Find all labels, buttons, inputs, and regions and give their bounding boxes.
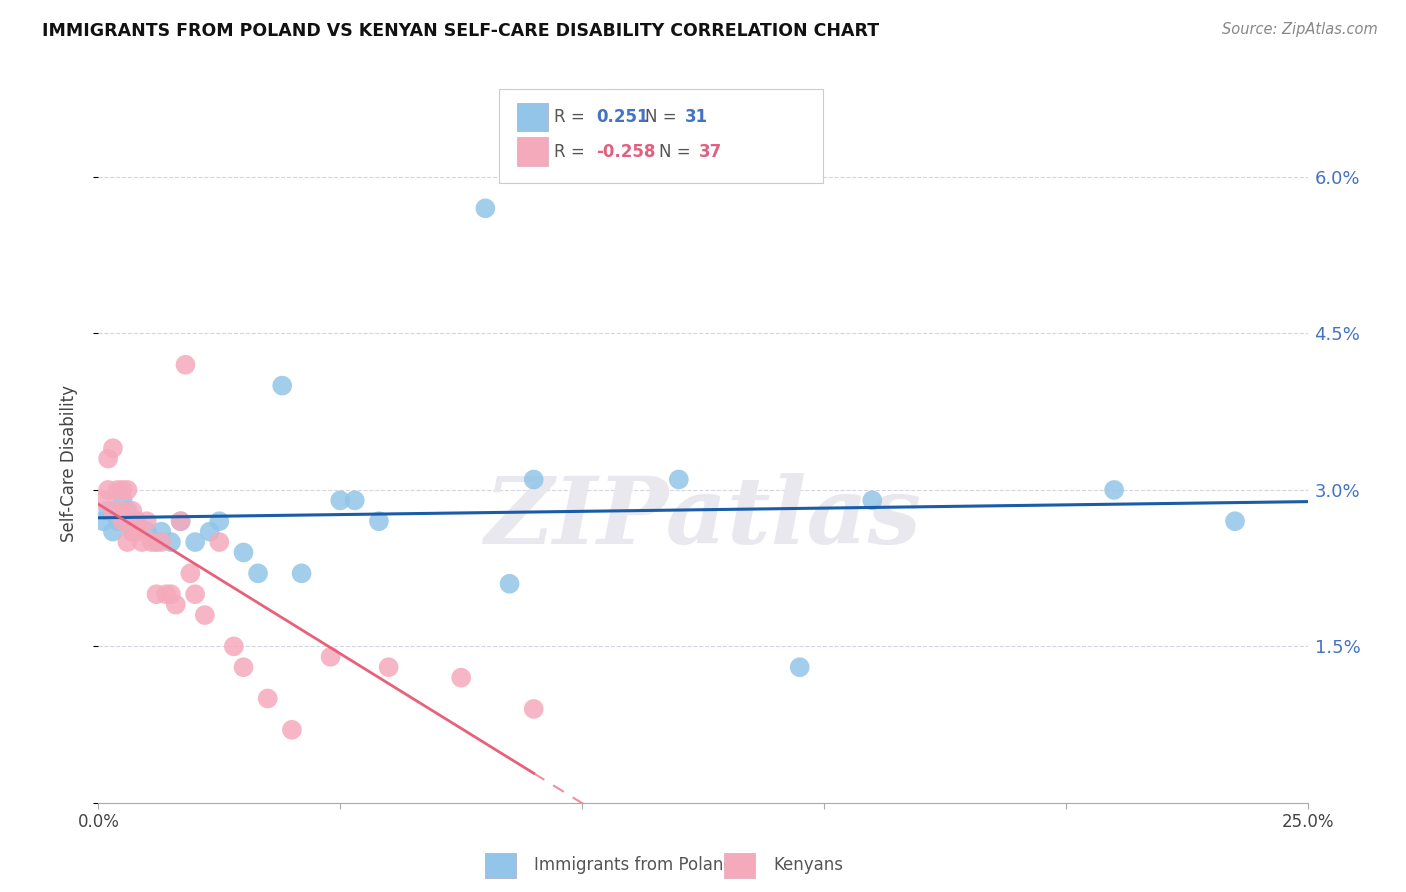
Point — [169, 514, 191, 528]
Point — [127, 524, 149, 539]
Text: Source: ZipAtlas.com: Source: ZipAtlas.com — [1222, 22, 1378, 37]
Point — [121, 504, 143, 518]
Point — [450, 671, 472, 685]
Point — [247, 566, 270, 581]
Text: Kenyans: Kenyans — [773, 856, 844, 874]
Point — [141, 535, 163, 549]
Point — [111, 493, 134, 508]
Point — [111, 483, 134, 497]
Point — [107, 514, 129, 528]
Point — [107, 483, 129, 497]
Point — [145, 535, 167, 549]
Point — [160, 587, 183, 601]
Point — [97, 451, 120, 466]
Point — [789, 660, 811, 674]
Point — [174, 358, 197, 372]
Point — [208, 514, 231, 528]
Y-axis label: Self-Care Disability: Self-Care Disability — [59, 385, 77, 542]
Point — [290, 566, 312, 581]
Point — [232, 660, 254, 674]
Point — [117, 535, 139, 549]
Point — [1102, 483, 1125, 497]
Text: 31: 31 — [685, 108, 707, 126]
Point — [860, 493, 883, 508]
Text: R =: R = — [554, 108, 591, 126]
Point — [127, 514, 149, 528]
Point — [222, 640, 245, 654]
Text: Immigrants from Poland: Immigrants from Poland — [534, 856, 734, 874]
Point — [121, 524, 143, 539]
Text: -0.258: -0.258 — [596, 143, 655, 161]
Point — [184, 587, 207, 601]
Point — [343, 493, 366, 508]
Point — [155, 587, 177, 601]
Point — [194, 608, 217, 623]
Point — [368, 514, 391, 528]
Point — [91, 514, 114, 528]
Text: N =: N = — [659, 143, 696, 161]
Point — [165, 598, 187, 612]
Point — [111, 504, 134, 518]
Text: IMMIGRANTS FROM POLAND VS KENYAN SELF-CARE DISABILITY CORRELATION CHART: IMMIGRANTS FROM POLAND VS KENYAN SELF-CA… — [42, 22, 879, 40]
Text: N =: N = — [645, 108, 682, 126]
Point — [198, 524, 221, 539]
Point — [281, 723, 304, 737]
Point — [160, 535, 183, 549]
Point — [208, 535, 231, 549]
Point — [271, 378, 294, 392]
Point — [121, 524, 143, 539]
Point — [232, 545, 254, 559]
Point — [150, 535, 173, 549]
Point — [135, 514, 157, 528]
Point — [101, 524, 124, 539]
Point — [145, 587, 167, 601]
Point — [117, 483, 139, 497]
Point — [668, 473, 690, 487]
Point — [101, 441, 124, 455]
Text: 37: 37 — [699, 143, 723, 161]
Point — [319, 649, 342, 664]
Point — [523, 473, 546, 487]
Point — [131, 535, 153, 549]
Point — [97, 504, 120, 518]
Point — [91, 493, 114, 508]
Point — [474, 202, 496, 216]
Point — [179, 566, 201, 581]
Point — [1223, 514, 1246, 528]
Point — [523, 702, 546, 716]
Point — [329, 493, 352, 508]
Point — [169, 514, 191, 528]
Point — [117, 504, 139, 518]
Point — [97, 483, 120, 497]
Point — [150, 524, 173, 539]
Point — [498, 576, 520, 591]
Point — [101, 504, 124, 518]
Point — [135, 524, 157, 539]
Text: 0.251: 0.251 — [596, 108, 648, 126]
Text: R =: R = — [554, 143, 591, 161]
Point — [377, 660, 399, 674]
Text: ZIPatlas: ZIPatlas — [485, 473, 921, 563]
Point — [127, 514, 149, 528]
Point — [111, 514, 134, 528]
Point — [256, 691, 278, 706]
Point — [184, 535, 207, 549]
